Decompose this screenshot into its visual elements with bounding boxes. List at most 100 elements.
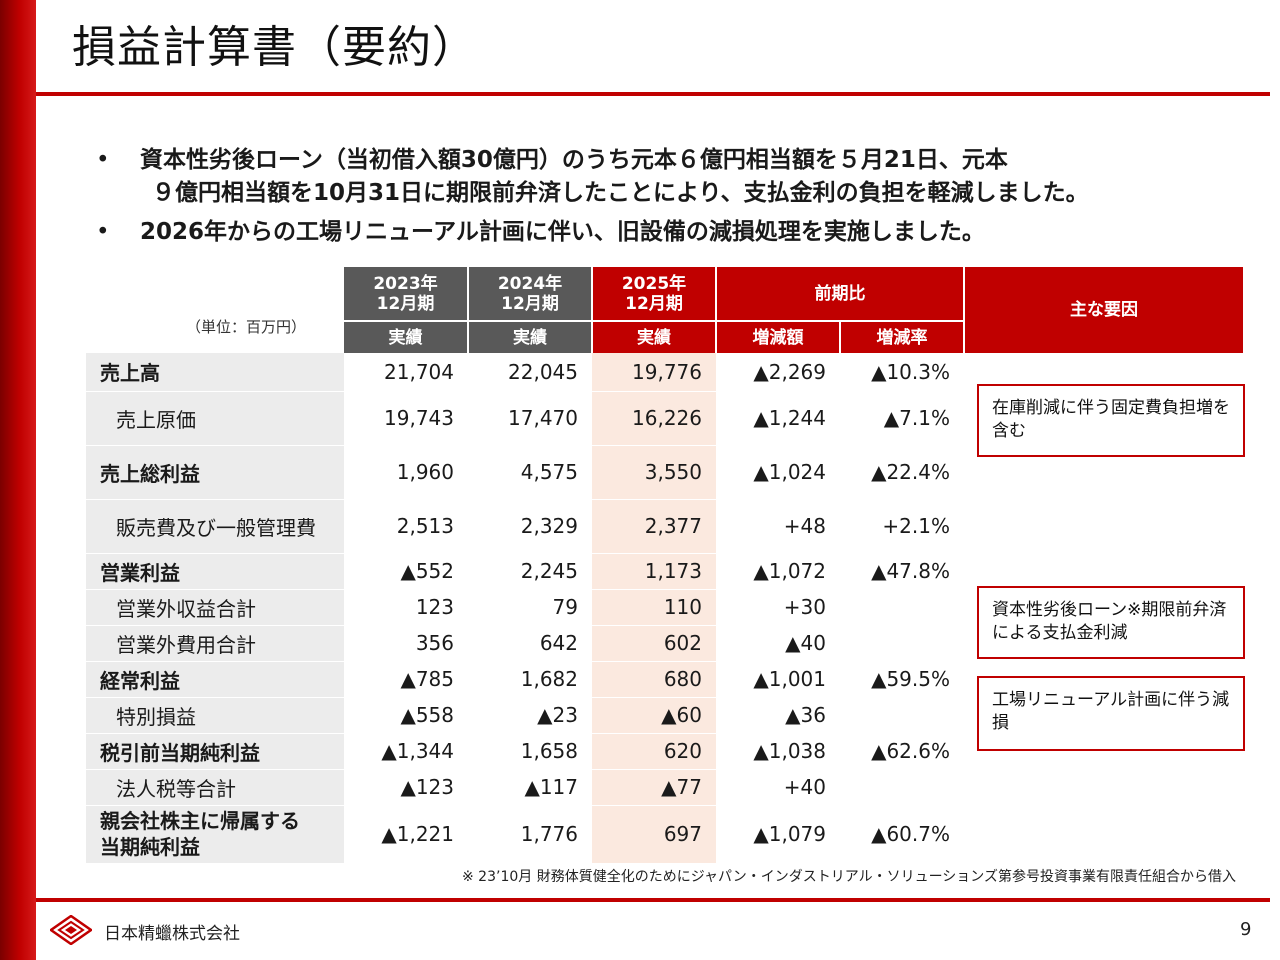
bullet-list: • 資本性劣後ローン（当初借入額30億円）のうち元本６億円相当額を５月21日、元… [96,144,1236,255]
cell-rate: ▲7.1% [840,391,964,446]
header-2025-period: 12月期 [625,293,683,314]
cell-2023: 19,743 [344,391,468,446]
subheader-2024: 実績 [467,321,592,353]
cell-rate: ▲10.3% [840,353,964,392]
company-name: 日本精蠟株式会社 [104,924,240,944]
cell-2025: ▲77 [592,769,716,806]
cell-2024: 22,045 [468,353,592,392]
header-2023-period: 12月期 [376,293,435,314]
header-row: 2023年 12月期 2024年 12月期 2025年 12月期 前期比 主な要… [86,267,1243,353]
bullet-mark: • [96,147,110,173]
cell-2024: ▲117 [468,769,592,806]
header-2025: 2025年 12月期 [591,267,716,322]
income-statement-table: 2023年 12月期 2024年 12月期 2025年 12月期 前期比 主な要… [86,267,1243,864]
cell-rate: +2.1% [840,499,964,554]
header-2023-year: 2023年 [373,273,438,294]
row-label: 売上原価 [86,391,344,446]
subheader-2023: 実績 [344,321,468,353]
unit-label: （単位：百万円） [186,318,307,336]
row-label: 販売費及び一般管理費 [86,499,344,554]
cell-2023: ▲785 [344,661,468,698]
cell-2023: ▲558 [344,696,468,734]
cell-2025: 19,776 [592,353,716,392]
table-row: 親会社株主に帰属する 当期純利益 ▲1,221 1,776 697 ▲1,079… [86,805,1243,864]
table-row: 税引前当期純利益 ▲1,344 1,658 620 ▲1,038 ▲62.6% [86,732,1243,770]
cell-2023: 1,960 [344,445,468,500]
table-row: 営業利益 ▲552 2,245 1,173 ▲1,072 ▲47.8% [86,553,1243,590]
header-2024: 2024年 12月期 [467,267,592,322]
bullet-text-line: 2026年からの工場リニューアル計画に伴い、旧設備の減損処理を実施しました。 [140,219,985,245]
cell-diff: ▲1,244 [716,391,840,446]
header-2024-year: 2024年 [497,273,563,294]
bullet-text-line: ９億円相当額を10月31日に期限前弁済したことにより、支払金利の負担を軽減しまし… [152,180,1089,206]
cell-rate [840,625,964,662]
cell-2025: 110 [592,588,716,626]
cell-diff: +48 [716,499,840,554]
row-label: 営業外費用合計 [86,625,344,662]
left-accent-bar [0,0,36,960]
page-title: 損益計算書（要約） [72,22,477,73]
cell-2025: 697 [592,805,716,864]
cell-2023: ▲1,221 [344,805,468,864]
cell-2024: 2,245 [468,553,592,590]
cell-2025: 3,550 [592,445,716,500]
row-label: 営業利益 [86,553,344,590]
cell-diff: ▲1,024 [716,445,840,500]
row-label: 売上総利益 [86,445,344,500]
cell-rate [840,588,964,626]
cell-rate [840,769,964,806]
table-row: 販売費及び一般管理費 2,513 2,329 2,377 +48 +2.1% [86,499,1243,554]
company-logo-icon [50,915,92,945]
footnote: ※ 23’10月 財務体質健全化のためにジャパン・インダストリアル・ソリューショ… [462,869,1237,885]
row-label-line: 親会社株主に帰属する [100,809,300,833]
cell-2025: 1,173 [592,553,716,590]
cell-2025: 620 [592,732,716,770]
cell-diff: +40 [716,769,840,806]
page-number: 9 [1240,919,1252,940]
row-label: 税引前当期純利益 [86,732,344,770]
header-2024-period: 12月期 [501,293,559,314]
cell-2023: ▲1,344 [344,732,468,770]
cell-2024: 1,776 [468,805,592,864]
cell-2024: ▲23 [468,696,592,734]
cell-2024: 4,575 [468,445,592,500]
cell-2024: 1,658 [468,732,592,770]
cell-rate: ▲62.6% [840,732,964,770]
cell-2023: 356 [344,625,468,662]
footer-divider [36,898,1270,902]
cell-diff: +30 [716,588,840,626]
bullet-item: • 2026年からの工場リニューアル計画に伴い、旧設備の減損処理を実施しました。 [96,216,1236,249]
cell-2025: 602 [592,625,716,662]
cell-2024: 642 [468,625,592,662]
subheader-rate: 増減率 [839,321,964,353]
cell-2024: 79 [468,588,592,626]
cell-2023: 2,513 [344,499,468,554]
cell-rate: ▲60.7% [840,805,964,864]
cell-rate: ▲47.8% [840,553,964,590]
bullet-item: • 資本性劣後ローン（当初借入額30億円）のうち元本６億円相当額を５月21日、元… [96,144,1236,210]
cell-diff: ▲2,269 [716,353,840,392]
row-label: 親会社株主に帰属する 当期純利益 [86,805,344,864]
row-label: 特別損益 [86,696,344,734]
cell-2025: 2,377 [592,499,716,554]
cell-2024: 17,470 [468,391,592,446]
row-label-line: 当期純利益 [100,835,200,859]
bullet-text-line: 資本性劣後ローン（当初借入額30億円）のうち元本６億円相当額を５月21日、元本 [140,147,1008,173]
factor-note: 在庫削減に伴う固定費負担増を含む [977,384,1245,457]
cell-2024: 1,682 [468,661,592,698]
title-divider [36,92,1270,96]
header-2023: 2023年 12月期 [344,267,468,322]
row-label: 営業外収益合計 [86,588,344,626]
header-prev-compare: 前期比 [715,267,964,322]
header-label-cell [86,267,344,353]
factor-note: 工場リニューアル計画に伴う減損 [977,676,1245,751]
cell-diff: ▲1,072 [716,553,840,590]
cell-rate [840,696,964,734]
cell-2023: 123 [344,588,468,626]
cell-rate: ▲59.5% [840,661,964,698]
cell-2023: 21,704 [344,353,468,392]
cell-diff: ▲1,038 [716,732,840,770]
cell-diff: ▲36 [716,696,840,734]
row-label: 経常利益 [86,661,344,698]
cell-2024: 2,329 [468,499,592,554]
